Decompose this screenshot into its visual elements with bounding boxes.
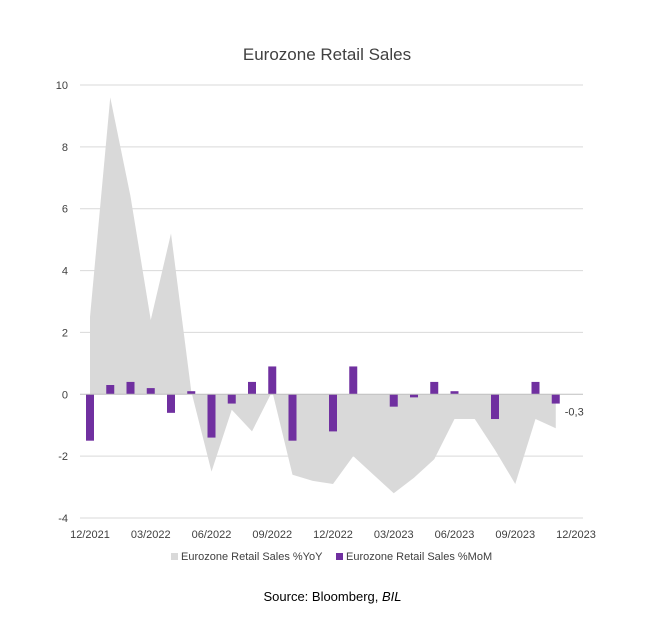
- legend-label-mom: Eurozone Retail Sales %MoM: [346, 551, 492, 563]
- y-tick-label: 6: [62, 204, 68, 216]
- x-tick-label: 09/2022: [252, 529, 292, 541]
- mom-bar: [187, 391, 196, 395]
- legend-label-yoy: Eurozone Retail Sales %YoY: [181, 551, 323, 563]
- mom-bar: [207, 394, 216, 438]
- mom-bar: [86, 394, 94, 441]
- y-tick-label: 10: [56, 80, 68, 92]
- mom-bar: [288, 394, 297, 441]
- source-prefix: Source: Bloomberg,: [263, 589, 382, 604]
- x-tick-label: 03/2022: [131, 529, 171, 541]
- x-tick-label: 09/2023: [495, 529, 535, 541]
- data-labels: -0,3: [565, 407, 584, 419]
- mom-bar: [430, 381, 439, 395]
- mom-bar: [268, 366, 277, 395]
- mom-bar-series: [86, 366, 560, 441]
- mom-bar: [551, 394, 560, 404]
- y-tick-label: -4: [58, 513, 68, 525]
- mom-bar: [227, 394, 236, 404]
- yoy-area: [90, 97, 556, 494]
- mom-bar: [491, 394, 499, 420]
- y-tick-label: 4: [62, 266, 68, 278]
- mom-bar: [349, 366, 358, 395]
- mom-bar: [167, 394, 175, 413]
- data-label: -0,3: [565, 407, 584, 419]
- source-note: Source: Bloomberg, BIL: [0, 589, 665, 604]
- mom-bar: [106, 385, 115, 395]
- y-tick-label: 0: [62, 389, 68, 401]
- x-tick-label: 03/2023: [374, 529, 414, 541]
- yoy-area-series: [90, 97, 556, 494]
- x-tick-label: 12/2023: [556, 529, 596, 541]
- x-tick-label: 06/2023: [435, 529, 475, 541]
- x-tick-label: 12/2021: [70, 529, 110, 541]
- tick-labels: -4 -2 0 2 4 6 8 10 12/2021 03/2022 06/2022 09/2022 1…: [56, 80, 596, 541]
- mom-bar: [146, 388, 155, 395]
- legend-swatch-yoy: [171, 553, 178, 560]
- mom-bar: [248, 381, 256, 395]
- y-tick-label: 2: [62, 327, 68, 339]
- mom-bar: [531, 381, 540, 395]
- source-italic: BIL: [382, 589, 402, 604]
- mom-bar: [410, 394, 418, 398]
- x-tick-label: 06/2022: [192, 529, 232, 541]
- mom-bar: [126, 381, 135, 395]
- legend-swatch-mom: [336, 553, 343, 560]
- chart-title: Eurozone Retail Sales: [243, 45, 411, 64]
- legend: Eurozone Retail Sales %YoY Eurozone Retai…: [171, 551, 492, 563]
- mom-bar: [450, 391, 459, 395]
- mom-bar: [329, 394, 337, 432]
- y-tick-label: -2: [58, 451, 68, 463]
- y-tick-label: 8: [62, 142, 68, 154]
- x-tick-label: 12/2022: [313, 529, 353, 541]
- chart-svg: Eurozone Retail Sales -4 -2 0 2 4 6 8 10 12/2021…: [56, 45, 596, 563]
- mom-bar: [389, 394, 398, 407]
